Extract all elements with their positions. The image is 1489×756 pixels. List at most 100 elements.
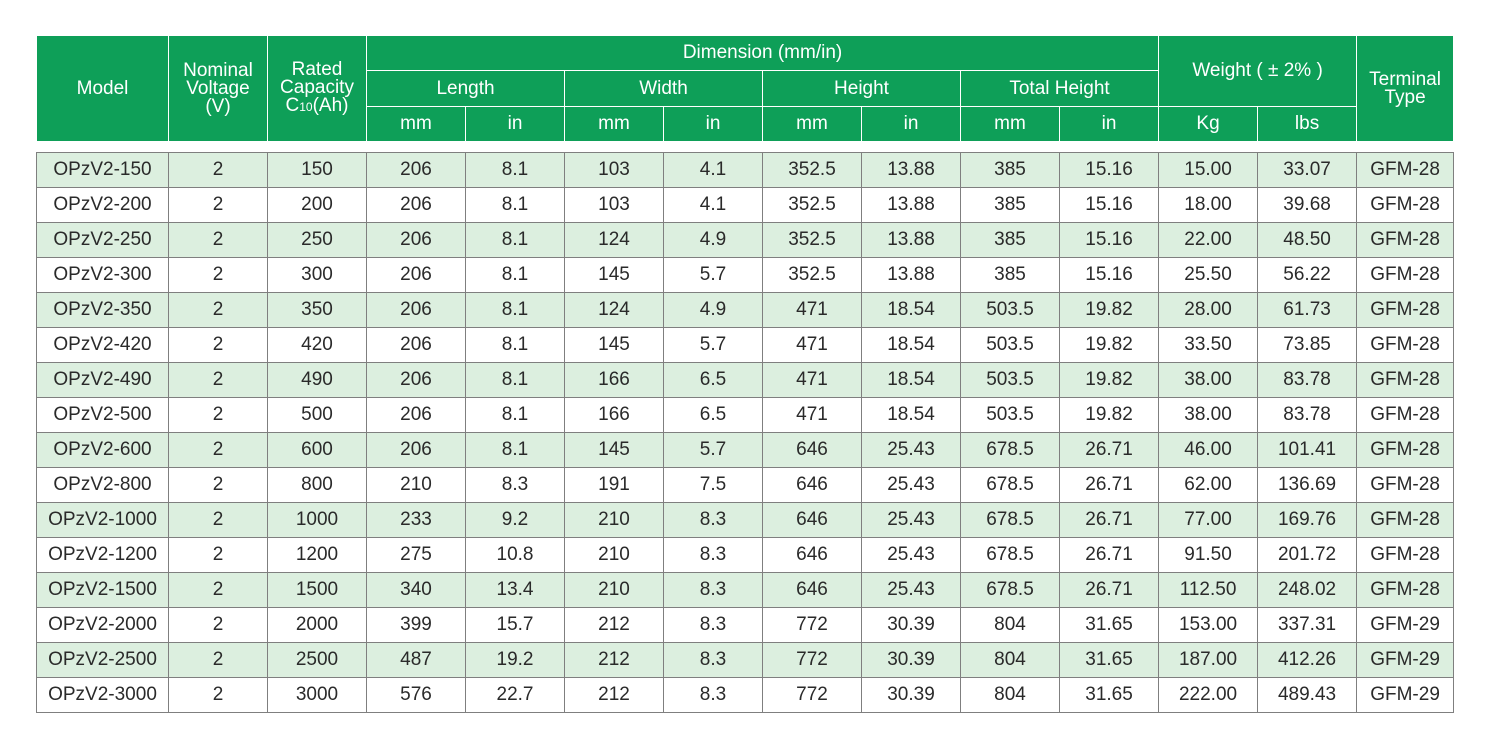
cell-width-in: 4.1 [663,187,763,223]
cell-width-in: 4.9 [663,222,763,258]
header-nominal-voltage-unit: (V) [205,95,231,117]
cell-nominal-voltage: 2 [168,537,268,573]
cell-length-mm: 399 [366,607,466,643]
cell-rated-capacity: 3000 [267,677,367,713]
cell-length-in: 8.1 [465,187,565,223]
header-rated-capacity: Rated Capacity C10(Ah) [267,35,367,142]
cell-length-mm: 233 [366,502,466,538]
cell-total-height-mm: 678.5 [960,467,1060,503]
cell-model: OPzV2-150 [36,152,169,188]
cell-nominal-voltage: 2 [168,152,268,188]
table-row: OPzV2-350 2 350 206 8.1 124 4.9 471 18.54 503.5 19… [36,292,1455,328]
cell-weight-kg: 187.00 [1158,642,1259,678]
cell-rated-capacity: 500 [267,397,367,433]
cell-height-in: 18.54 [861,292,961,328]
cell-total-height-in: 31.65 [1058,677,1160,713]
cell-height-mm: 471 [762,292,862,328]
table-row: OPzV2-1200 2 1200 275 10.8 210 8.3 646 25.43 678.… [36,537,1455,573]
header-rated-capacity-line1: Rated [291,59,343,80]
cell-total-height-mm: 503.5 [960,397,1060,433]
header-nominal-voltage-line2: Voltage [186,77,250,99]
cell-model: OPzV2-250 [36,222,169,258]
cell-height-in: 25.43 [861,502,961,538]
cell-nominal-voltage: 2 [168,502,268,538]
cell-total-height-in: 15.16 [1058,257,1160,293]
cell-length-in: 8.1 [465,257,565,293]
cell-weight-lbs: 61.73 [1257,292,1358,328]
cell-width-mm: 210 [564,502,664,538]
cell-total-height-mm: 385 [960,187,1060,223]
cell-weight-lbs: 33.07 [1257,152,1358,188]
cell-rated-capacity: 200 [267,187,367,223]
cell-total-height-mm: 804 [960,607,1060,643]
cell-terminal-type: GFM-29 [1356,607,1455,643]
cell-weight-kg: 25.50 [1158,257,1259,293]
header-spacer-cell [36,141,1454,153]
table-row: OPzV2-2500 2 2500 487 19.2 212 8.3 772 30.39 804 3… [36,642,1455,678]
cell-weight-lbs: 136.69 [1257,467,1358,503]
cell-length-mm: 206 [366,292,466,328]
header-rated-capacity-subscript: 10 [299,100,313,114]
cell-total-height-in: 15.16 [1058,187,1160,223]
cell-total-height-in: 26.71 [1058,502,1160,538]
header-height: Height [762,70,961,107]
cell-rated-capacity: 420 [267,327,367,363]
cell-model: OPzV2-600 [36,432,169,468]
cell-length-mm: 340 [366,572,466,608]
cell-width-in: 8.3 [663,607,763,643]
cell-length-mm: 210 [366,467,466,503]
table-row: OPzV2-500 2 500 206 8.1 166 6.5 471 18.54 503.5 19… [36,397,1455,433]
cell-length-in: 9.2 [465,502,565,538]
header-unit-height-mm: mm [762,106,862,142]
header-terminal-type-line2: Type [1384,86,1426,108]
header-dimension: Dimension (mm/in) [365,35,1160,71]
cell-length-in: 15.7 [465,607,565,643]
cell-total-height-mm: 678.5 [960,537,1060,573]
cell-height-in: 13.88 [861,152,961,188]
cell-length-in: 13.4 [465,572,565,608]
cell-width-mm: 212 [564,607,664,643]
header-unit-weight-lbs: lbs [1257,106,1358,142]
cell-weight-kg: 153.00 [1158,607,1259,643]
cell-model: OPzV2-200 [36,187,169,223]
cell-length-in: 19.2 [465,642,565,678]
cell-height-in: 13.88 [861,257,961,293]
cell-weight-kg: 91.50 [1158,537,1259,573]
cell-width-mm: 145 [564,432,664,468]
cell-height-mm: 646 [762,432,862,468]
cell-total-height-in: 19.82 [1058,362,1160,398]
cell-height-in: 25.43 [861,432,961,468]
cell-terminal-type: GFM-28 [1356,467,1455,503]
cell-weight-lbs: 83.78 [1257,397,1358,433]
cell-length-in: 8.1 [465,292,565,328]
cell-width-mm: 191 [564,467,664,503]
cell-nominal-voltage: 2 [168,222,268,258]
table-row: OPzV2-3000 2 3000 576 22.7 212 8.3 772 30.39 804 3… [36,677,1455,713]
cell-height-mm: 471 [762,327,862,363]
cell-rated-capacity: 1200 [267,537,367,573]
cell-model: OPzV2-1200 [36,537,169,573]
cell-weight-kg: 18.00 [1158,187,1259,223]
cell-weight-kg: 33.50 [1158,327,1259,363]
table-header: Model Nominal Voltage (V) Rated Capacity… [36,35,1455,142]
header-rated-capacity-line2: Capacity [280,77,354,98]
cell-weight-lbs: 56.22 [1257,257,1358,293]
cell-width-mm: 145 [564,257,664,293]
cell-height-mm: 471 [762,362,862,398]
cell-height-in: 30.39 [861,677,961,713]
cell-weight-lbs: 489.43 [1257,677,1358,713]
cell-total-height-in: 15.16 [1058,222,1160,258]
header-model: Model [36,35,169,142]
cell-height-in: 18.54 [861,362,961,398]
cell-model: OPzV2-800 [36,467,169,503]
cell-total-height-mm: 804 [960,642,1060,678]
cell-width-mm: 210 [564,537,664,573]
cell-length-mm: 275 [366,537,466,573]
cell-total-height-mm: 804 [960,677,1060,713]
cell-height-in: 18.54 [861,327,961,363]
cell-height-in: 30.39 [861,642,961,678]
header-spacer [36,141,1454,153]
cell-total-height-in: 31.65 [1058,607,1160,643]
cell-rated-capacity: 350 [267,292,367,328]
cell-height-in: 30.39 [861,607,961,643]
